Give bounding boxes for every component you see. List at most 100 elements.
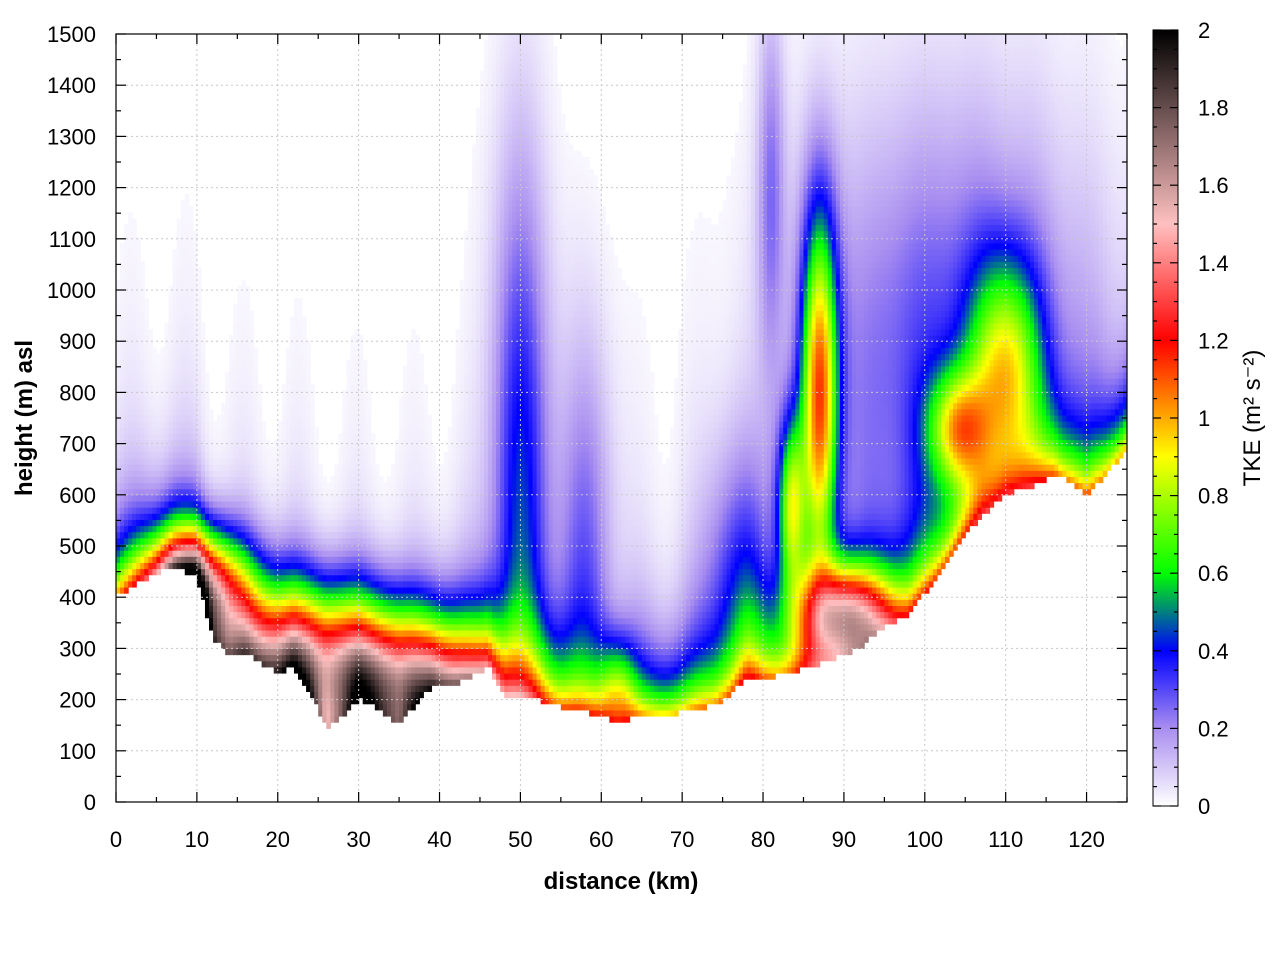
heatmap-cell	[363, 483, 368, 490]
heatmap-cell	[136, 433, 141, 440]
heatmap-cell	[363, 667, 368, 674]
heatmap-cell	[173, 495, 178, 502]
heatmap-cell	[128, 519, 133, 526]
heatmap-cell	[391, 513, 396, 520]
heatmap-cell	[225, 562, 230, 569]
heatmap-cell	[318, 593, 323, 600]
heatmap-cell	[189, 310, 194, 317]
heatmap-cell	[342, 501, 347, 508]
heatmap-cell	[140, 304, 145, 311]
heatmap-cell	[391, 716, 396, 723]
heatmap-cell	[189, 433, 194, 440]
heatmap-cell	[189, 452, 194, 459]
heatmap-cell	[427, 679, 432, 686]
heatmap-cell	[217, 458, 222, 465]
heatmap-cell	[209, 421, 214, 428]
heatmap-cell	[144, 378, 149, 385]
heatmap-cell	[229, 624, 234, 631]
heatmap-cell	[347, 581, 352, 588]
heatmap-cell	[419, 427, 424, 434]
heatmap-cell	[318, 605, 323, 612]
heatmap-cell	[128, 317, 133, 324]
heatmap-cell	[189, 243, 194, 250]
heatmap-cell	[116, 452, 121, 459]
heatmap-cell	[173, 341, 178, 348]
heatmap-cell	[395, 495, 400, 502]
heatmap-cell	[379, 648, 384, 655]
heatmap-cell	[298, 550, 303, 557]
heatmap-cell	[233, 538, 238, 545]
heatmap-cell	[241, 483, 246, 490]
heatmap-cell	[310, 624, 315, 631]
heatmap-cell	[148, 372, 153, 379]
heatmap-cell	[375, 501, 380, 508]
heatmap-cell	[371, 446, 376, 453]
heatmap-cell	[403, 421, 408, 428]
heatmap-cell	[407, 679, 412, 686]
heatmap-cell	[152, 507, 157, 514]
heatmap-cell	[399, 538, 404, 545]
heatmap-cell	[181, 304, 186, 311]
heatmap-cell	[201, 415, 206, 422]
heatmap-cell	[266, 593, 271, 600]
heatmap-cell	[270, 495, 275, 502]
heatmap-cell	[254, 384, 259, 391]
heatmap-cell	[290, 317, 295, 324]
heatmap-cell	[282, 427, 287, 434]
heatmap-cell	[310, 587, 315, 594]
heatmap-cell	[132, 440, 137, 447]
heatmap-cell	[318, 685, 323, 692]
heatmap-cell	[205, 501, 210, 508]
heatmap-cell	[177, 440, 182, 447]
heatmap-cell	[185, 501, 190, 508]
heatmap-cell	[334, 679, 339, 686]
heatmap-cell	[379, 483, 384, 490]
heatmap-cell	[407, 464, 412, 471]
heatmap-cell	[306, 544, 311, 551]
heatmap-cell	[379, 587, 384, 594]
heatmap-cell	[310, 648, 315, 655]
heatmap-cell	[286, 397, 291, 404]
heatmap-cell	[136, 409, 141, 416]
heatmap-cell	[217, 433, 222, 440]
heatmap-cell	[298, 562, 303, 569]
heatmap-cell	[306, 384, 311, 391]
heatmap-cell	[156, 495, 161, 502]
heatmap-cell	[245, 353, 250, 360]
heatmap-cell	[140, 470, 145, 477]
heatmap-cell	[407, 433, 412, 440]
heatmap-cell	[290, 513, 295, 520]
heatmap-cell	[148, 341, 153, 348]
heatmap-cell	[116, 562, 121, 569]
heatmap-cell	[144, 366, 149, 373]
heatmap-cell	[225, 526, 230, 533]
heatmap-cell	[177, 464, 182, 471]
heatmap-cell	[128, 470, 133, 477]
heatmap-cell	[403, 532, 408, 539]
heatmap-cell	[278, 630, 283, 637]
heatmap-cell	[124, 329, 129, 336]
heatmap-cell	[359, 347, 364, 354]
heatmap-cell	[326, 667, 331, 674]
heatmap-cell	[266, 618, 271, 625]
heatmap-cell	[209, 581, 214, 588]
heatmap-cell	[383, 532, 388, 539]
heatmap-cell	[237, 397, 242, 404]
heatmap-cell	[258, 569, 263, 576]
heatmap-cell	[395, 593, 400, 600]
heatmap-cell	[351, 341, 356, 348]
heatmap-cell	[205, 446, 210, 453]
heatmap-cell	[124, 575, 129, 582]
heatmap-cell	[415, 421, 420, 428]
heatmap-cell	[286, 409, 291, 416]
heatmap-cell	[411, 421, 416, 428]
heatmap-cell	[262, 556, 267, 563]
heatmap-cell	[254, 464, 259, 471]
heatmap-cell	[375, 624, 380, 631]
heatmap-cell	[407, 544, 412, 551]
heatmap-cell	[197, 372, 202, 379]
heatmap-cell	[334, 538, 339, 545]
heatmap-cell	[241, 298, 246, 305]
heatmap-cell	[185, 427, 190, 434]
heatmap-cell	[266, 562, 271, 569]
